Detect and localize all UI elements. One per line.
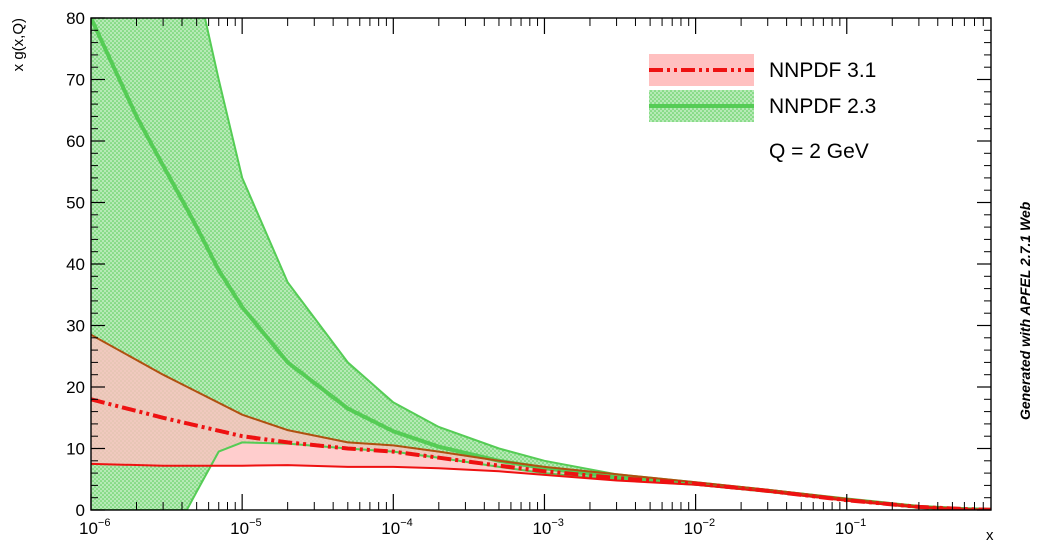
x-tick-label: 10−2	[684, 517, 715, 538]
band-nnpdf-2-3	[91, 18, 991, 510]
legend-label-nnpdf-2-3: NNPDF 2.3	[769, 95, 876, 118]
y-tick-label: 20	[66, 378, 85, 397]
x-tick-label: 10−3	[532, 517, 563, 538]
y-tick-label: 10	[66, 440, 85, 459]
y-tick-label: 30	[66, 317, 85, 336]
x-tick-label: 10−4	[381, 517, 412, 538]
x-tick-label: 10−6	[79, 517, 110, 538]
x-axis-label: x	[986, 527, 994, 544]
central-line-nnpdf-3-1	[91, 397, 991, 510]
legend-label-nnpdf-3-1: NNPDF 3.1	[769, 59, 876, 82]
y-tick-label: 70	[66, 71, 85, 90]
y-tick-label: 60	[66, 132, 85, 151]
upper-edge-nnpdf-3-1	[91, 333, 991, 510]
y-tick-label: 80	[66, 9, 85, 28]
generator-label: Generated with APFEL 2.7.1 Web	[1017, 201, 1033, 420]
y-tick-label: 0	[76, 501, 85, 520]
x-tick-label: 10−1	[835, 517, 866, 538]
legend: NNPDF 3.1 NNPDF 2.3	[649, 54, 876, 122]
scale-annotation: Q = 2 GeV	[769, 140, 869, 163]
y-axis-label: x g(x,Q)	[10, 18, 27, 71]
y-tick-label: 50	[66, 194, 85, 213]
x-tick-label: 10−5	[230, 517, 261, 538]
y-tick-label: 40	[66, 255, 85, 274]
